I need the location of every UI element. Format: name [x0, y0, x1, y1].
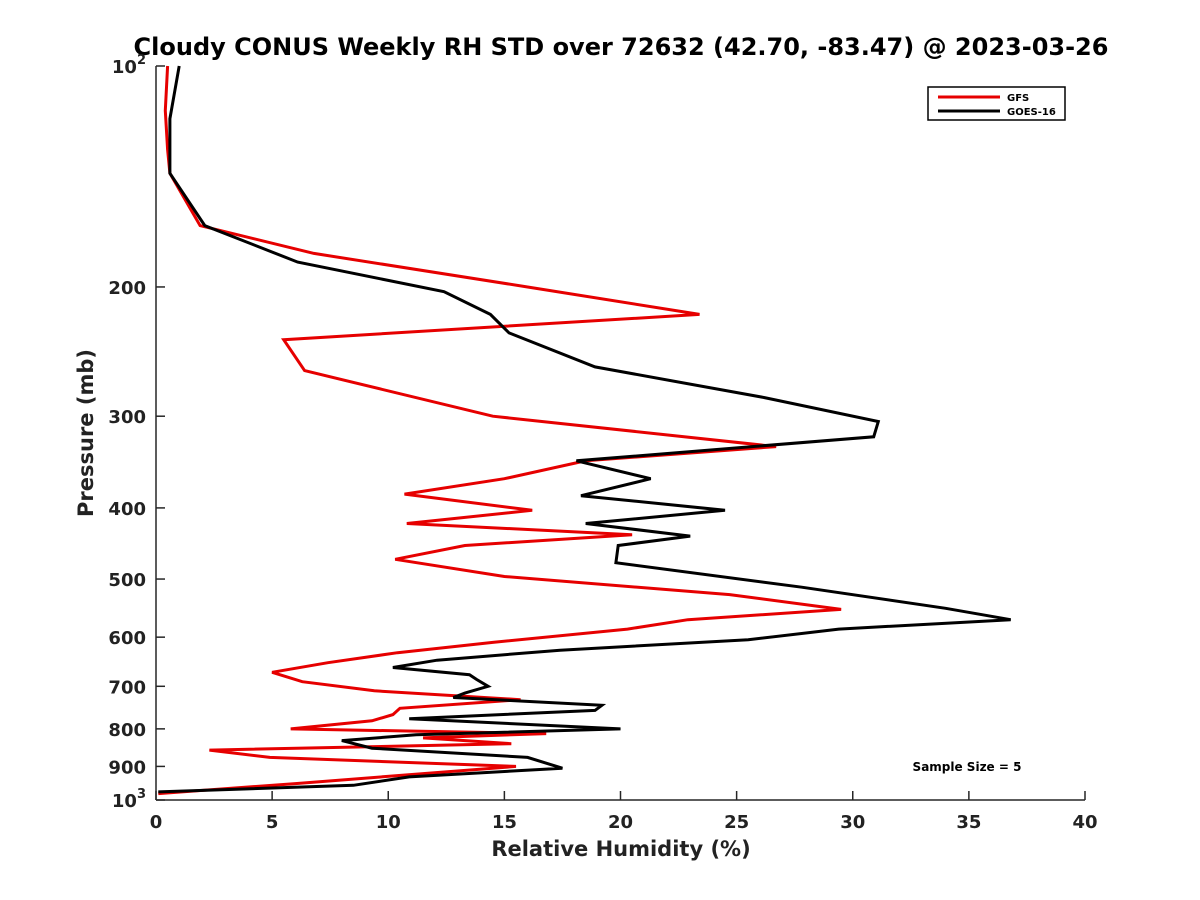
y-tick-base: 10	[112, 57, 137, 78]
x-tick-label: 30	[840, 812, 865, 833]
x-tick-label: 15	[492, 812, 517, 833]
legend-label-goes-16: GOES-16	[1007, 107, 1056, 118]
y-axis-label: Pressure (mb)	[74, 349, 98, 517]
y-tick-label: 500	[108, 570, 146, 591]
legend-box	[927, 86, 1066, 121]
y-tick-label: 800	[108, 720, 146, 741]
y-tick-label: 300	[108, 407, 146, 428]
x-tick-label: 40	[1072, 812, 1097, 833]
y-tick-exponent: 2	[137, 53, 146, 68]
legend: GFS GOES-16	[927, 86, 1066, 121]
y-tick-label: 400	[108, 499, 146, 520]
y-tick-label: 200	[108, 278, 146, 299]
y-tick-label: 900	[108, 757, 146, 778]
x-axis-label: Relative Humidity (%)	[491, 837, 750, 861]
y-tick-label: 700	[108, 677, 146, 698]
x-tick-label: 20	[608, 812, 633, 833]
axes: 0 5 10 15 20 25 30 35 40102200300400500600700800…	[108, 53, 1097, 833]
x-tick-label: 0	[150, 812, 163, 833]
x-tick-label: 25	[724, 812, 749, 833]
x-tick-label: 35	[956, 812, 981, 833]
sample-size-annotation: Sample Size = 5	[913, 760, 1022, 774]
y-tick-exponent: 3	[137, 787, 146, 802]
y-tick-base: 10	[112, 791, 137, 812]
series-layer	[158, 65, 1011, 796]
x-tick-label: 5	[266, 812, 279, 833]
series-goes-16	[158, 65, 1011, 794]
chart-title: Cloudy CONUS Weekly RH STD over 72632 (4…	[134, 33, 1109, 61]
y-tick-label: 600	[108, 628, 146, 649]
x-tick-label: 10	[376, 812, 401, 833]
y-tick-label: 103	[112, 787, 146, 812]
legend-label-gfs: GFS	[1007, 93, 1029, 104]
y-tick-label: 102	[112, 53, 146, 78]
